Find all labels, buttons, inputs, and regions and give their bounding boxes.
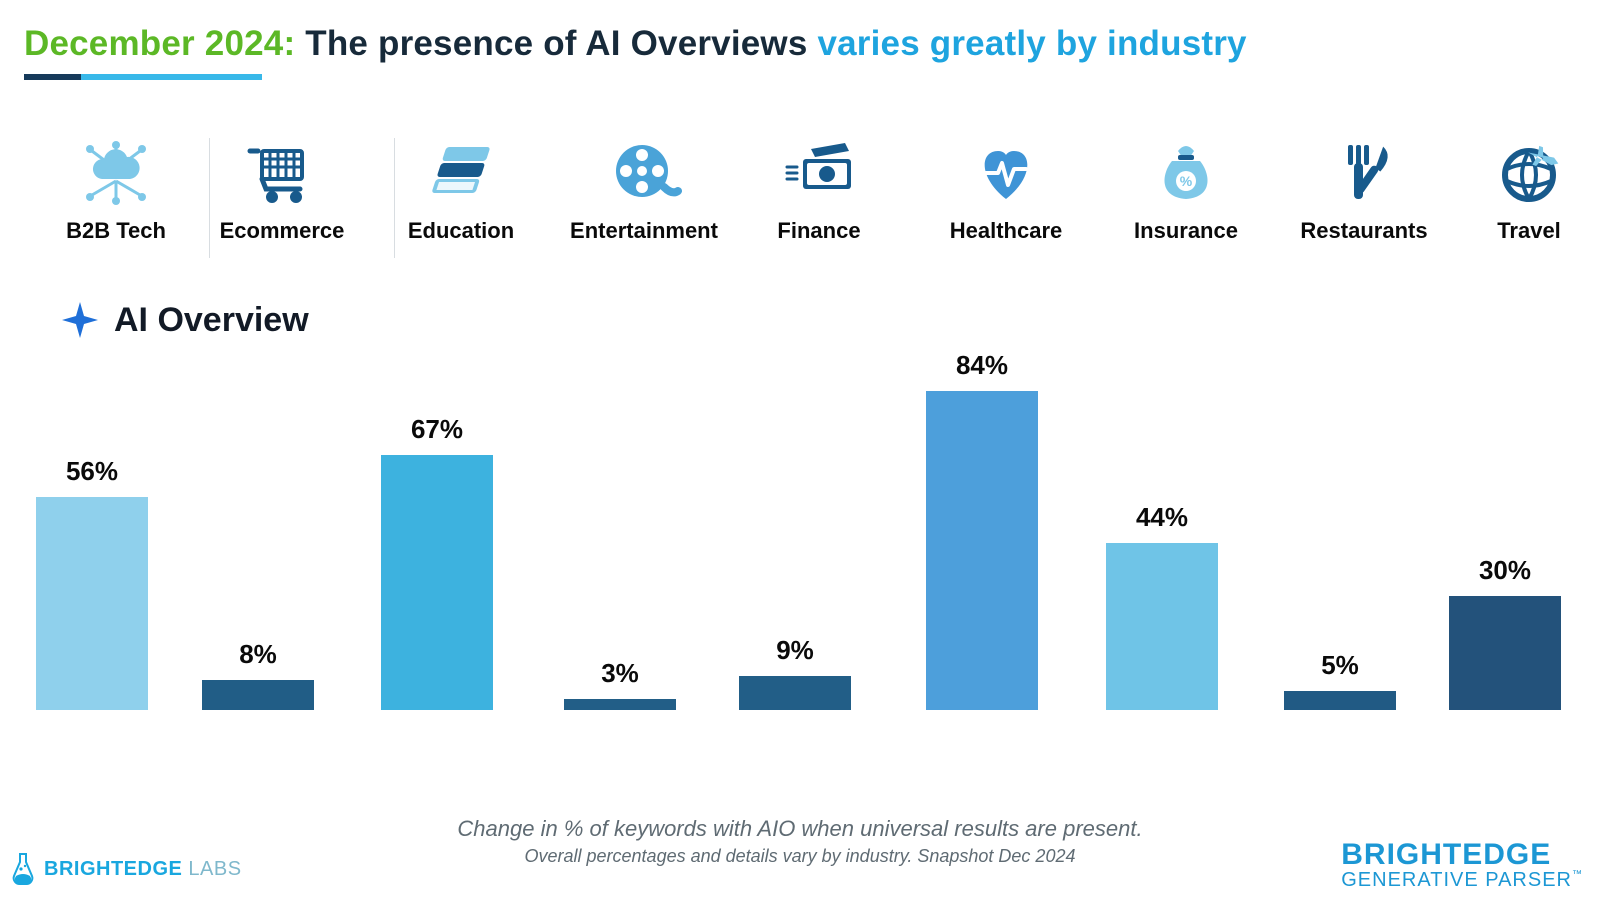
bar-travel: 30% [1430,555,1580,710]
industry-label: Healthcare [931,218,1081,244]
bar-value-label: 9% [720,635,870,666]
bar-rect [1284,691,1396,710]
bar-healthcare: 84% [907,350,1057,710]
icon-row-separator [209,138,210,258]
industry-bar-chart: 56% 8% 67% 3% 9% 84% 44% 5% 30% [0,330,1600,710]
footer: Change in % of keywords with AIO when un… [0,816,1600,896]
bar-rect [1449,596,1561,710]
bar-rect [926,391,1038,710]
money-icon [744,136,894,208]
industry-label: Education [386,218,536,244]
industry-icon-row: B2B Tech Ecommerce Education Entertainme… [24,136,1576,266]
bar-rect [36,497,148,710]
industry-ecommerce: Ecommerce [207,136,357,244]
heart-pulse-icon [931,136,1081,208]
bar-value-label: 44% [1087,502,1237,533]
industry-entertainment: Entertainment [569,136,719,244]
industry-label: Finance [744,218,894,244]
bar-restaurants: 5% [1265,650,1415,710]
brand-left-word-2: LABS [182,858,241,880]
cloud-network-icon [41,136,191,208]
bar-rect [564,699,676,710]
bar-value-label: 3% [545,658,695,689]
bar-b2b_tech: 56% [17,456,167,710]
title-suffix: varies greatly by industry [817,24,1246,63]
industry-finance: Finance [744,136,894,244]
industry-label: Ecommerce [207,218,357,244]
books-icon [386,136,536,208]
brand-left: BRIGHTEDGE LABS [10,852,242,886]
bar-value-label: 5% [1265,650,1415,681]
brand-right: BRIGHTEDGE GENERATIVE PARSER™ [1341,840,1582,890]
bar-education: 67% [362,414,512,710]
industry-restaurants: Restaurants [1289,136,1439,244]
bar-value-label: 67% [362,414,512,445]
film-reel-icon [569,136,719,208]
title-underline [24,74,262,80]
page-title: December 2024: The presence of AI Overvi… [24,24,1576,64]
industry-b2b_tech: B2B Tech [41,136,191,244]
money-bag-icon: % [1111,136,1261,208]
bar-value-label: 56% [17,456,167,487]
industry-label: Travel [1454,218,1600,244]
bar-insurance: 44% [1087,502,1237,710]
bar-value-label: 84% [907,350,1057,381]
bar-rect [739,676,851,710]
brand-right-line-2: GENERATIVE PARSER [1341,869,1572,891]
industry-label: B2B Tech [41,218,191,244]
bar-value-label: 30% [1430,555,1580,586]
icon-row-separator [394,138,395,258]
title-middle: The presence of AI Overviews [295,24,817,63]
bar-finance: 9% [720,635,870,710]
industry-education: Education [386,136,536,244]
industry-travel: Travel [1454,136,1600,244]
brand-left-text: BRIGHTEDGE LABS [44,858,242,881]
bar-rect [1106,543,1218,710]
fork-knife-icon [1289,136,1439,208]
bar-ecommerce: 8% [183,639,333,710]
bar-rect [381,455,493,710]
bar-rect [202,680,314,710]
industry-label: Insurance [1111,218,1261,244]
bar-value-label: 8% [183,639,333,670]
flask-icon [10,852,36,886]
bar-entertainment: 3% [545,658,695,710]
globe-plane-icon [1454,136,1600,208]
svg-text:%: % [1180,173,1193,189]
industry-label: Entertainment [569,218,719,244]
industry-label: Restaurants [1289,218,1439,244]
trademark-symbol: ™ [1572,869,1582,880]
title-prefix: December 2024: [24,24,295,63]
industry-healthcare: Healthcare [931,136,1081,244]
brand-left-word-1: BRIGHTEDGE [44,858,182,880]
cart-icon [207,136,357,208]
industry-insurance: % Insurance [1111,136,1261,244]
brand-right-line-1: BRIGHTEDGE [1341,840,1582,870]
